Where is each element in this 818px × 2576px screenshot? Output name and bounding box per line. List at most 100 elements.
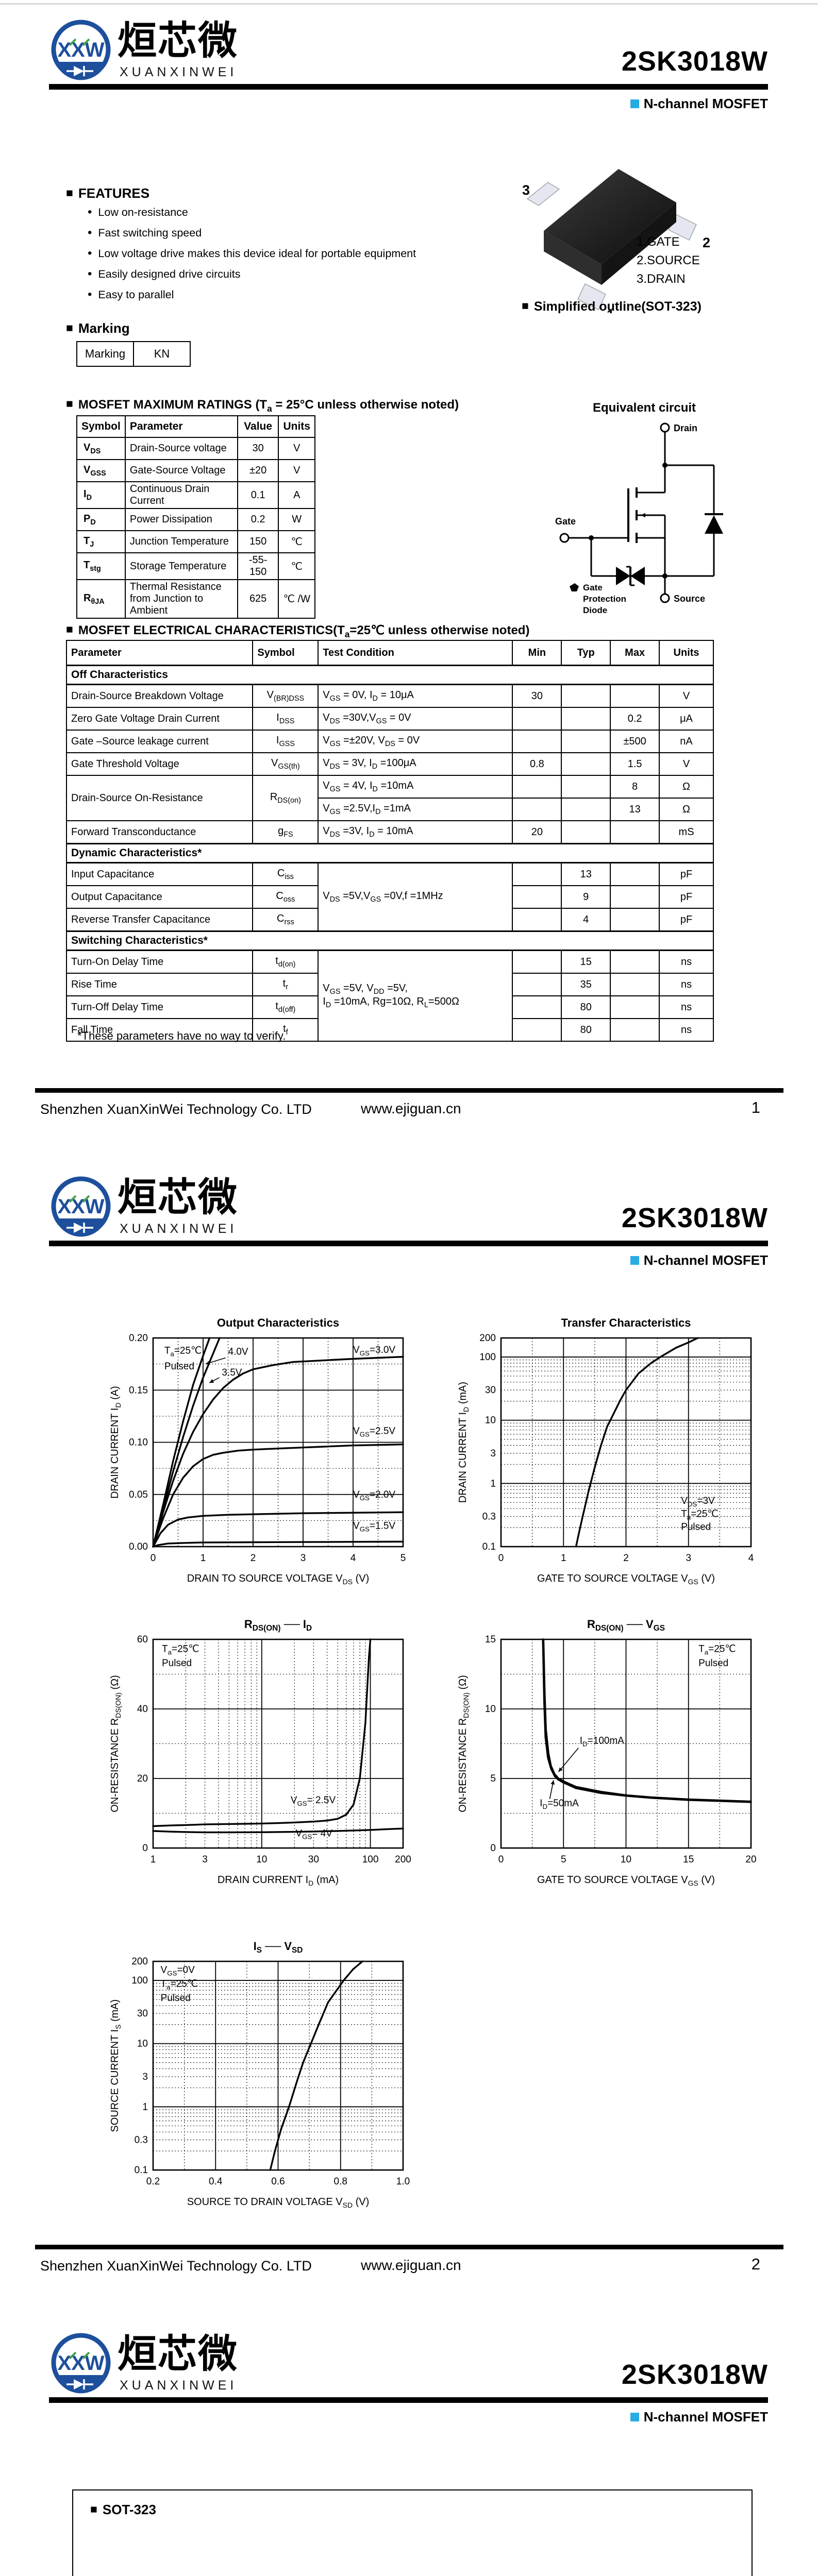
pin-legend-item: 3.DRAIN [637,272,686,286]
max-ratings-heading: MOSFET MAXIMUM RATINGS (Ta = 25°C unless… [66,397,459,414]
plot-border [500,1337,752,1548]
table-row: RθJA Thermal Resistance from Junction to … [76,579,315,619]
y-tick-label: 0.20 [129,1333,148,1344]
blue-square-icon [630,99,639,108]
table-cell: 150 [237,530,279,553]
y-tick-label: 0.10 [129,1437,148,1448]
table-cell: IGSS [252,730,319,753]
x-tick-label: 3 [301,1553,306,1564]
y-tick-label: 10 [485,1415,496,1426]
x-tick-label: 100 [362,1854,379,1865]
chart-annotation: Ta=25℃ [681,1509,719,1521]
company-logo: XXW [49,19,115,87]
column-header: Parameter [124,415,238,438]
protection-diode-label: Protection [583,594,626,604]
logo-chinese-text: 烜芯微 [118,1176,238,1219]
y-tick-label: 20 [137,1773,148,1784]
chart-annotation: VGS=2.5V [353,1426,395,1438]
y-tick-label: 3 [490,1448,496,1459]
table-cell [512,950,562,974]
y-tick-label: 0.1 [135,2165,148,2176]
logo-mark: XXW [51,2333,111,2394]
table-cell: 13 [610,798,660,821]
electrical-table: Parameter Symbol Test Condition Min Typ Max Un… [65,640,714,1042]
chart-annotation: 4.0V [228,1346,248,1357]
chart-output-characteristics: Output Characteristics 0 1 2 3 4 5 0.00 0.05 0.10… [106,1311,412,1595]
protection-diode-label: Gate [583,583,603,592]
column-header: Typ [561,640,611,666]
table-row: Fall Time tf 80 ns [65,1018,714,1042]
x-axis-title: DRAIN CURRENT ID (mA) [218,1874,339,1887]
sot323-package-drawing: 321 [522,169,710,323]
chart-annotation: VGS=1.5V [353,1521,395,1533]
table-row: Gate Threshold Voltage VGS(th) VDS = 3V, I… [65,752,714,776]
logo-latin-text: XUANXINWEI [120,1222,238,1236]
table-cell: V(BR)DSS [252,684,319,708]
source-label: Source [674,594,705,604]
table-row: Turn-On Delay Time td(on) VGS =5V, VDD =5V… [65,950,714,1042]
x-axis-title: SOURCE TO DRAIN VOLTAGE VSD (V) [187,2196,370,2209]
company-logo: XXW [49,1175,115,1244]
x-tick-label: 3 [202,1854,208,1865]
table-cell: W [278,508,315,531]
table-cell: Gate –Source leakage current [65,730,254,753]
section-row: Off Characteristics [66,665,714,685]
x-tick-label: 200 [395,1854,411,1865]
chart: IS ── VSD 0.2 0.4 0.6 0.8 1.0 0.1 0.3 1 3 10 30 100 2… [109,1940,410,2209]
chart-annotation: Pulsed [164,1361,194,1372]
x-tick-label: 0.6 [271,2176,285,2187]
table-cell: td(off) [252,995,319,1019]
table-cell: ±500 [610,730,660,753]
column-header: Parameter [65,640,254,666]
table-row: VDS Drain-Source voltage 30 V [76,437,315,460]
series-vgs-1.5v [152,1540,404,1548]
table-cell: VDS =5V,VGS =0V,f =1MHz [318,862,513,932]
table-cell: gFS [252,820,319,844]
table-cell [512,1018,562,1042]
x-axis-title: GATE TO SOURCE VOLTAGE VGS (V) [537,1573,715,1586]
table-cell: 20 [512,820,562,844]
table-cell: Turn-Off Delay Time [65,995,254,1019]
column-header: Value [237,415,279,438]
x-tick-label: 1.0 [396,2176,410,2187]
pin-legend: 1.GATE 2.SOURCE 3.DRAIN [637,233,700,289]
chart-title: RDS(ON) ── ID [244,1618,312,1633]
footer-website: www.ejiguan.cn [361,1100,461,1116]
x-tick-label: 1 [201,1553,206,1564]
table-row: Marking KN [76,341,191,367]
x-tick-label: 1 [151,1854,156,1865]
x-tick-label: 0 [498,1854,504,1865]
y-tick-label: 10 [485,1704,496,1715]
logo-mark: XXW [51,1176,111,1237]
series-id-50ma [542,1638,752,1803]
table-cell: PD [76,508,126,531]
table-row: Tstg Storage Temperature -55-150 ℃ [76,552,315,580]
table-cell: ns [659,973,714,996]
y-tick-label: 0.15 [129,1385,148,1396]
table-cell: V [278,459,315,482]
table-row: Forward Transconductance gFS VDS =3V, ID =… [65,820,714,844]
table-cell: Drain-Source Breakdown Voltage [65,684,254,708]
part-number-title: 2SK3018W [621,1202,768,1233]
table-cell [512,730,562,753]
table-cell [561,707,611,731]
table-cell: 35 [561,973,611,996]
table-cell: RDS(on) [252,775,319,821]
x-tick-label: 5 [561,1854,566,1865]
x-tick-label: 3 [686,1553,691,1564]
footer-rule [35,1088,783,1093]
y-tick-label: 0.3 [482,1511,496,1522]
chart-title: Transfer Characteristics [561,1316,691,1329]
marking-table: Marking KN [76,341,191,367]
x-axis-title: GATE TO SOURCE VOLTAGE VGS (V) [537,1874,715,1887]
table-cell [512,908,562,932]
table-cell [610,973,660,996]
chart: RDS(ON) ── VGS 0 5 10 15 20 0 5 10 15 GATE TO SOUR… [457,1618,757,1887]
table-cell: pF [659,908,714,932]
x-tick-label: 0 [498,1553,504,1564]
device-type-subtitle: N-channel MOSFET [630,2409,768,2425]
column-header: Units [659,640,714,666]
table-cell: nA [659,730,714,753]
column-header: Test Condition [318,640,513,666]
chart-annotation: Ta=25℃ [161,1978,198,1991]
